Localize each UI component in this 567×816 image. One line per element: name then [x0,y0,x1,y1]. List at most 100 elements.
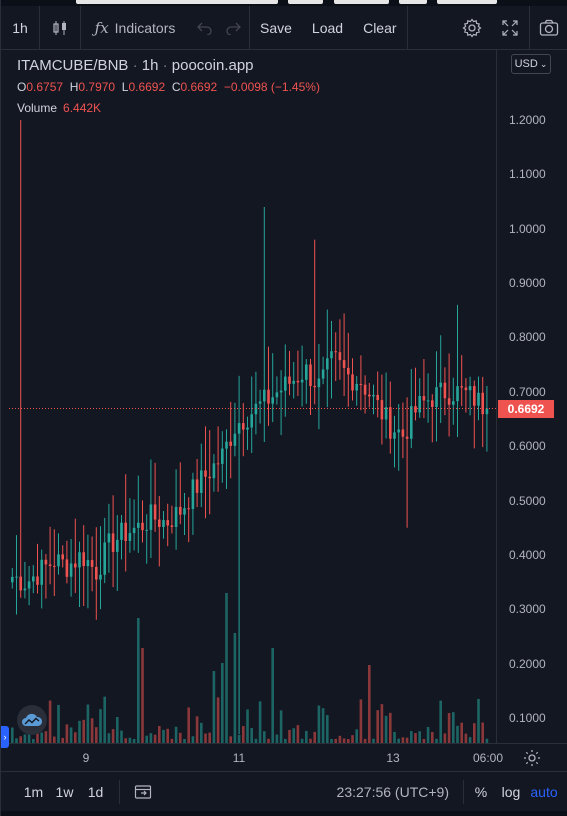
cloud-logo-icon [22,713,43,726]
log-scale-button[interactable]: log [496,772,526,812]
volume-legend[interactable]: Volume 6.442K [17,98,320,118]
volume-bar [78,720,81,743]
clock-display[interactable]: 23:27:56 (UTC+9) [337,772,449,812]
fullscreen-button[interactable] [491,6,529,50]
volume-bar [86,704,90,743]
volume-bar [44,731,48,743]
volume-bar [149,733,153,743]
candle-body [263,389,266,402]
volume-bar [187,707,190,743]
time-tick-label: 9 [82,751,90,765]
expand-sidebar-tab[interactable]: › [1,726,9,748]
candle-body [95,566,98,580]
legend-separator: · [132,57,138,74]
volume-bar [40,732,43,743]
candle-body [363,384,367,395]
legend-title[interactable]: ITAMCUBE/BNB · 1h · poocoin.app [17,56,320,76]
candle-body [229,441,232,446]
candle-body [401,429,405,437]
candle-body [15,576,18,578]
percent-label: % [474,783,488,800]
volume-bar [19,736,22,743]
settings-button[interactable] [453,6,491,50]
candlestick-chart[interactable] [9,50,496,743]
volume-bar [384,715,388,743]
candle-body [443,382,447,399]
goto-date-button[interactable] [128,772,158,812]
volume-bar [258,701,262,743]
volume-bar [351,735,354,743]
currency-selector[interactable]: USD ⌄ [511,54,551,74]
candle-body [305,364,308,380]
volume-bar [111,729,115,743]
volume-bar [158,726,161,743]
low-label: L [121,80,129,94]
candle-body [48,564,52,566]
volume-bar [447,713,451,743]
volume-bar [11,727,14,743]
volume-bar [363,738,367,743]
range-1m-button[interactable]: 1m [18,772,49,812]
candle-body [414,406,417,413]
candle-body [300,379,304,383]
high-label: H [69,80,79,94]
save-button[interactable]: Save [250,6,302,50]
candle-body [473,386,476,406]
symbol-interval: 1h [141,57,159,74]
chevron-right-icon: › [3,732,7,742]
candle-body [183,508,186,515]
volume-bar [212,671,216,743]
range-label: 1d [87,783,104,800]
candle-body [233,433,237,446]
undo-icon[interactable] [197,21,213,35]
candle-body [170,525,174,527]
candle-body [258,401,262,404]
volume-bar [401,737,405,743]
percent-scale-button[interactable]: % [466,772,496,812]
volume-bar [137,618,140,743]
chart-type-button[interactable] [40,6,80,50]
candle-body [347,367,350,375]
volume-bar [313,731,316,743]
volume-bar [145,735,148,743]
auto-scale-button[interactable]: auto [526,772,562,812]
candle-body [141,522,144,531]
interval-button[interactable]: 1h [1,6,39,50]
volume-bar [477,698,480,743]
candle-body [372,394,375,397]
volume-bar [443,733,447,743]
range-1w-button[interactable]: 1w [49,772,80,812]
load-button[interactable]: Load [302,6,353,50]
range-1d-button[interactable]: 1d [80,772,111,812]
volume-bar [95,727,98,743]
price-tick-label: 0.2000 [509,656,546,671]
redo-icon[interactable] [225,21,241,35]
volume-bar [426,726,430,743]
volume-bar [422,738,426,743]
time-tick-label: 06:00 [472,751,504,765]
candle-body [477,392,480,406]
chart-pane[interactable] [9,50,496,743]
indicators-button[interactable]: ƒx Indicators [81,6,189,50]
candle-body [405,436,409,439]
axis-settings-icon[interactable] [522,748,542,768]
snapshot-button[interactable] [530,6,567,50]
clear-button[interactable]: Clear [353,6,406,50]
candle-body [120,522,123,540]
volume-bar [359,699,363,743]
price-axis[interactable]: USD ⌄ 1.2000 1.1000 1.0000 0.9000 0.8000 0.70… [496,50,567,743]
candle-body [355,383,358,391]
calendar-goto-icon [134,784,152,799]
candle-body [271,397,274,404]
candle-body [179,506,182,515]
volume-bar [74,732,77,743]
candle-body [191,479,195,509]
volume-bar [250,727,253,743]
volume-bar [65,724,69,743]
logo-button[interactable] [17,705,47,735]
fullscreen-icon [502,19,518,36]
volume-bar [305,730,308,743]
volume-bar [32,739,35,743]
time-axis[interactable]: 9 11 13 06:00 [1,743,567,771]
